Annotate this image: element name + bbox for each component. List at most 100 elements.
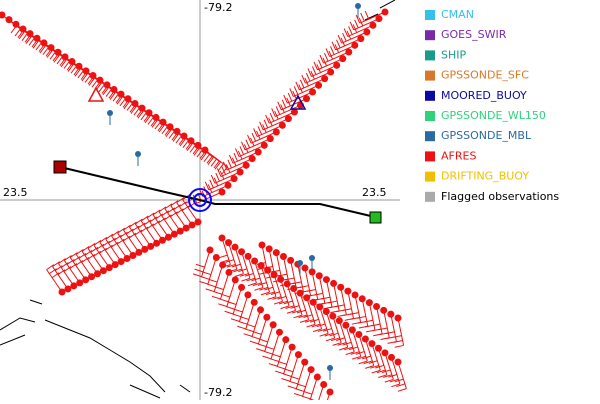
observation-dot bbox=[275, 328, 283, 336]
barb-tick bbox=[271, 108, 276, 117]
barb-tick bbox=[391, 383, 401, 388]
barb-tick bbox=[290, 305, 300, 309]
barb-tick bbox=[362, 355, 371, 360]
barb-tick bbox=[286, 97, 291, 107]
barb-tick bbox=[199, 280, 209, 285]
barb-tick bbox=[345, 351, 355, 356]
barb-tick bbox=[193, 147, 200, 156]
observation-dot bbox=[303, 95, 311, 103]
observation-dot bbox=[187, 137, 195, 145]
observation-dot bbox=[368, 340, 376, 348]
barb-tick bbox=[376, 369, 386, 374]
wind-barb bbox=[128, 226, 146, 250]
wind-barb bbox=[359, 11, 386, 24]
barb-tick bbox=[155, 213, 164, 220]
barb-tick bbox=[388, 374, 398, 378]
barb-tick bbox=[397, 388, 407, 392]
wind-barb bbox=[293, 84, 319, 97]
barb-tick bbox=[57, 269, 66, 275]
observation-dot bbox=[12, 20, 20, 28]
wind-barb bbox=[312, 302, 323, 330]
barb-tick bbox=[307, 68, 312, 77]
observation-dot bbox=[315, 272, 323, 280]
legend-label: GPSSONDE_MBL bbox=[441, 129, 532, 142]
barb-tick bbox=[146, 223, 155, 230]
wind-barb bbox=[325, 311, 336, 339]
observation-dot bbox=[351, 291, 359, 299]
barb-tick bbox=[215, 172, 220, 182]
barb-tick bbox=[268, 117, 273, 127]
barb-tick bbox=[293, 86, 299, 95]
barb-tick bbox=[117, 227, 126, 234]
legend-swatch bbox=[425, 131, 435, 142]
observation-dot bbox=[117, 258, 125, 266]
observation-dot bbox=[257, 306, 265, 314]
barb-tick bbox=[267, 296, 277, 300]
observation-dot bbox=[147, 242, 155, 250]
barb-tick bbox=[182, 140, 189, 149]
wind-barb bbox=[93, 244, 110, 268]
observation-dot bbox=[373, 302, 381, 310]
legend-swatch bbox=[425, 151, 435, 162]
barb-tick bbox=[51, 272, 60, 279]
barb-tick bbox=[253, 128, 258, 137]
barb-tick bbox=[254, 287, 264, 291]
barb-tick bbox=[52, 261, 60, 267]
observation-dot bbox=[337, 283, 345, 291]
barb-tick bbox=[207, 184, 213, 193]
barb-tick bbox=[134, 229, 143, 236]
barb-tick bbox=[298, 84, 303, 93]
wind-barb bbox=[226, 158, 253, 171]
barb-tick bbox=[364, 10, 370, 20]
observation-dot bbox=[88, 273, 96, 281]
sonde-dot bbox=[297, 260, 303, 266]
barb-tick bbox=[28, 37, 35, 46]
observation-dot bbox=[313, 373, 321, 381]
barb-tick bbox=[313, 292, 323, 296]
observation-dot bbox=[287, 256, 295, 264]
barb-tick bbox=[247, 282, 257, 287]
ship-marker bbox=[289, 94, 307, 110]
barb-tick bbox=[270, 358, 280, 363]
observation-dot bbox=[111, 261, 119, 269]
barb-tick bbox=[304, 319, 314, 323]
coastline bbox=[0, 0, 396, 399]
observation-dot bbox=[218, 188, 226, 196]
barb-tick bbox=[216, 168, 222, 177]
observation-dot bbox=[182, 224, 190, 232]
wind-barb bbox=[63, 260, 81, 284]
observation-dot bbox=[321, 75, 329, 83]
observation-dot bbox=[225, 239, 233, 247]
barb-tick bbox=[130, 105, 137, 114]
barb-tick bbox=[175, 208, 184, 215]
barb-tick bbox=[278, 300, 288, 305]
barb-tick bbox=[170, 211, 178, 218]
observation-dot bbox=[342, 321, 350, 329]
barb-tick bbox=[53, 54, 60, 63]
barb-tick bbox=[355, 14, 361, 24]
barb-tick bbox=[204, 181, 210, 191]
wind-barb bbox=[182, 199, 199, 223]
legend: CMAN GOES_SWIR SHIP GPSSONDE_SFC MOORED_BUOY… bbox=[425, 8, 559, 203]
barb-tick bbox=[306, 323, 316, 328]
observation-dot bbox=[166, 123, 174, 131]
observation-dot bbox=[258, 241, 266, 249]
barb-tick bbox=[278, 361, 287, 365]
barb-tick bbox=[348, 26, 353, 35]
observation-dot bbox=[117, 90, 125, 98]
legend-label: CMAN bbox=[441, 8, 474, 21]
observation-dot bbox=[231, 243, 239, 251]
barb-tick bbox=[295, 81, 300, 91]
wind-barb bbox=[332, 315, 342, 343]
barb-tick bbox=[194, 268, 204, 273]
barb-tick bbox=[81, 245, 90, 252]
barb-tick bbox=[87, 242, 96, 249]
legend-swatch bbox=[425, 111, 435, 121]
barb-tick bbox=[287, 385, 297, 390]
wind-barb bbox=[299, 292, 310, 320]
barb-tick bbox=[239, 146, 245, 155]
barb-tick bbox=[75, 260, 84, 266]
barb-tick bbox=[102, 87, 109, 96]
bottom-lon-label: -79.2 bbox=[204, 386, 232, 399]
barb-tick bbox=[39, 45, 46, 54]
